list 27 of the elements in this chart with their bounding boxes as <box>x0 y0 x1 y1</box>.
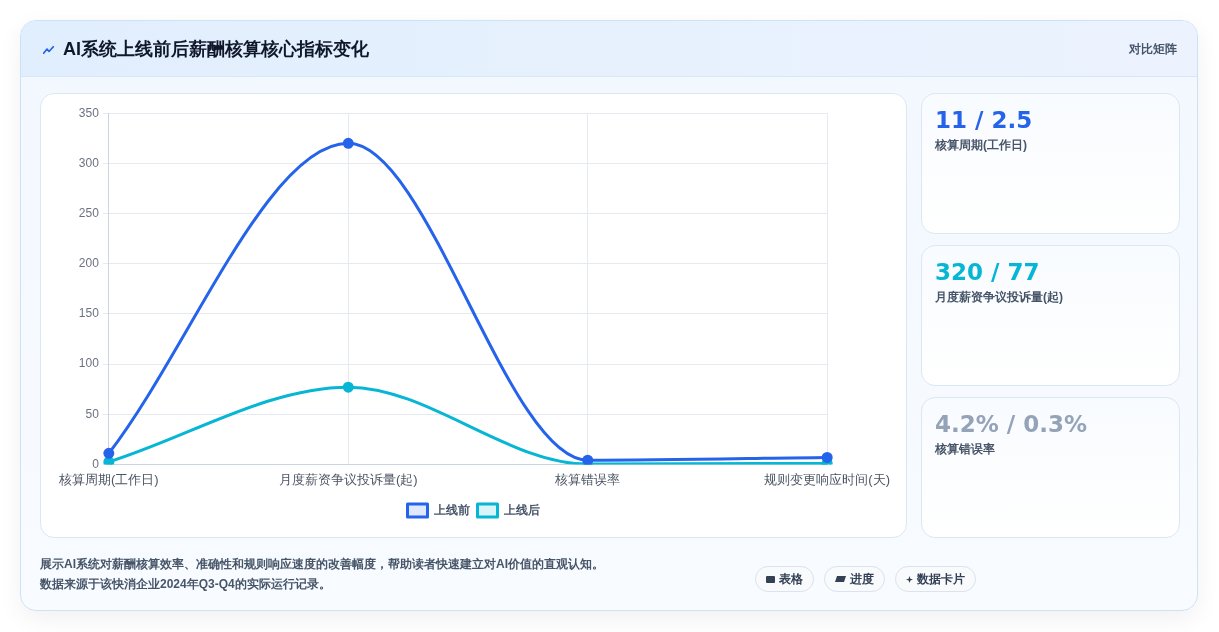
x-tick-label: 核算周期(工作日) <box>57 471 159 487</box>
text: 进度 <box>850 570 874 588</box>
text: 展示AI系统对薪酬核算效率、准确性和规则响应速度的改善幅度，帮助读者快速建立对AI价值的直观认知。 <box>40 556 604 573</box>
text: 月度薪资争议投诉量(起) <box>935 289 1063 305</box>
x-tick-label: 规则变更响应时间(天) <box>764 471 891 487</box>
chart-title: AI系统上线前后薪酬核算核心指标变化 <box>63 38 369 61</box>
text: 核算周期(工作日) <box>935 137 1027 153</box>
text: 4.2% / 0.3% <box>935 410 1087 438</box>
y-tick-label: 250 <box>78 205 100 220</box>
text: 数据来源于该快消企业2024年Q3-Q4的实际运行记录。 <box>40 576 332 593</box>
y-tick-label: 50 <box>85 406 100 421</box>
text: 数据卡片 <box>917 570 965 588</box>
text: 320 / 77 <box>935 258 1040 286</box>
y-tick-label: 350 <box>78 105 100 120</box>
text: 11 / 2.5 <box>935 106 1033 134</box>
text: 核算错误率 <box>935 441 995 457</box>
legend-label: 上线后 <box>502 502 540 517</box>
y-tick-label: 150 <box>78 306 100 321</box>
x-tick-label: 月度薪资争议投诉量(起) <box>278 471 418 487</box>
text: 表格 <box>779 570 803 588</box>
y-tick-label: 300 <box>78 155 100 170</box>
x-tick-label: 核算错误率 <box>554 471 621 487</box>
legend-label: 上线前 <box>432 502 470 517</box>
y-tick-label: 200 <box>78 256 100 271</box>
y-tick-label: 0 <box>92 456 100 471</box>
y-tick-label: 100 <box>78 356 100 371</box>
text: 对比矩阵 <box>1129 41 1177 58</box>
